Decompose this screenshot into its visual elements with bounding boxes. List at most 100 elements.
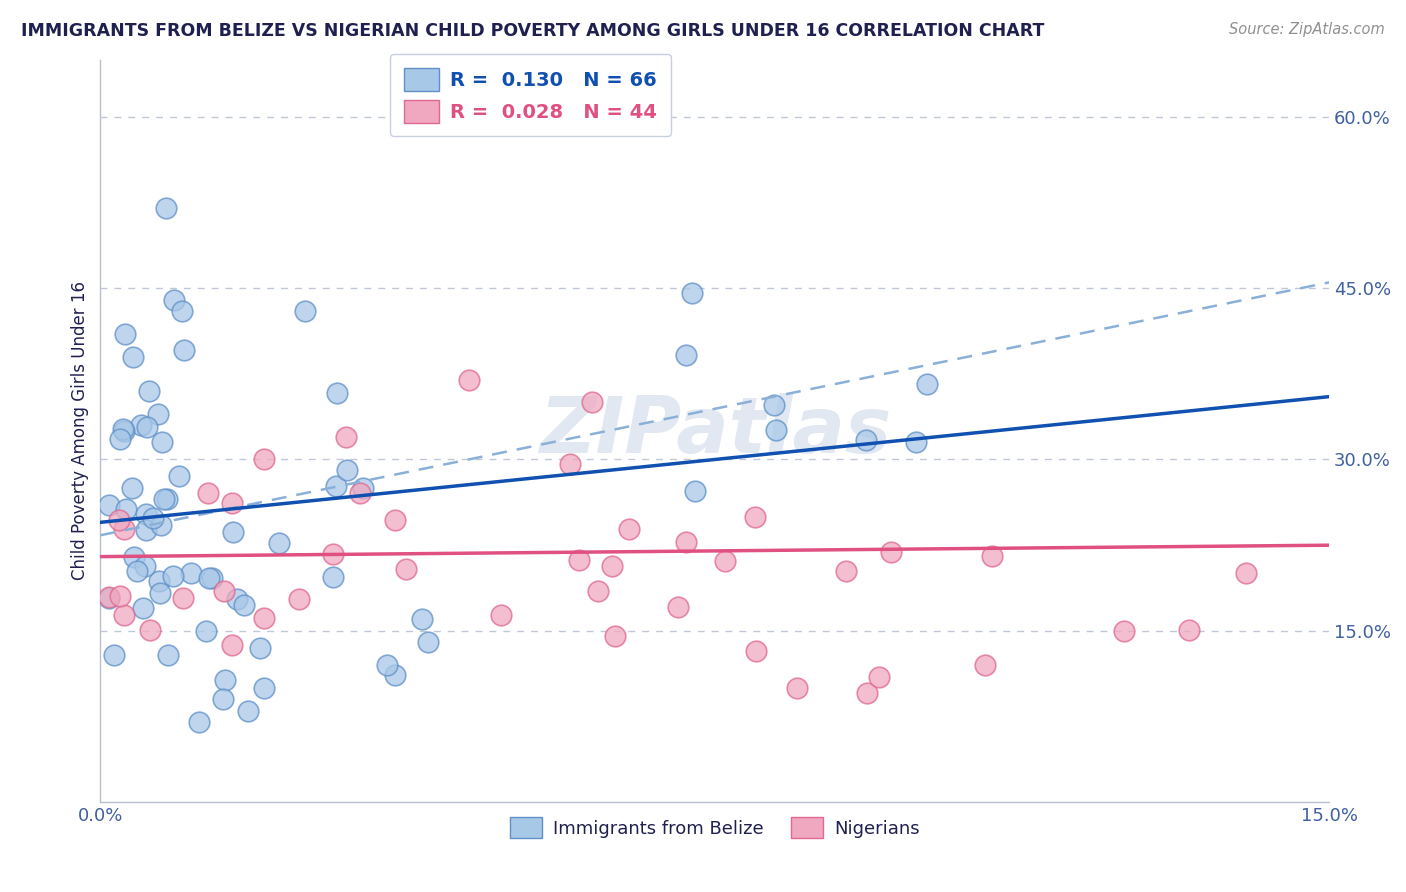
Point <box>114 326 136 341</box>
Point <box>600 558 623 573</box>
Point <box>221 496 243 510</box>
Point <box>666 599 689 614</box>
Point <box>568 552 591 566</box>
Point <box>162 569 184 583</box>
Text: IMMIGRANTS FROM BELIZE VS NIGERIAN CHILD POVERTY AMONG GIRLS UNDER 16 CORRELATIO: IMMIGRANTS FROM BELIZE VS NIGERIAN CHILD… <box>21 22 1045 40</box>
Point <box>135 507 157 521</box>
Point <box>153 491 176 506</box>
Point <box>233 599 256 613</box>
Point <box>411 612 433 626</box>
Point <box>131 418 153 433</box>
Y-axis label: Child Poverty Among Girls Under 16: Child Poverty Among Girls Under 16 <box>72 282 89 581</box>
Point <box>173 343 195 357</box>
Point <box>335 430 357 444</box>
Point <box>135 523 157 537</box>
Point <box>139 623 162 637</box>
Point <box>1114 624 1136 638</box>
Point <box>269 536 291 550</box>
Point <box>172 304 194 318</box>
Point <box>714 553 737 567</box>
Point <box>675 534 697 549</box>
Point <box>115 501 138 516</box>
Point <box>112 522 135 536</box>
Point <box>97 498 120 512</box>
Point <box>149 585 172 599</box>
Point <box>157 648 180 663</box>
Point <box>294 304 316 318</box>
Point <box>222 524 245 539</box>
Point <box>201 571 224 585</box>
Point <box>97 591 120 605</box>
Point <box>384 667 406 681</box>
Point <box>586 583 609 598</box>
Point <box>236 704 259 718</box>
Point <box>138 384 160 398</box>
Point <box>581 395 603 409</box>
Point <box>150 435 173 450</box>
Point <box>112 608 135 623</box>
Point <box>489 607 512 622</box>
Point <box>122 350 145 364</box>
Point <box>134 558 156 573</box>
Point <box>221 638 243 652</box>
Point <box>212 692 235 706</box>
Point <box>253 610 276 624</box>
Point <box>763 398 786 412</box>
Point <box>155 201 177 215</box>
Point <box>905 435 928 450</box>
Legend: Immigrants from Belize, Nigerians: Immigrants from Belize, Nigerians <box>502 810 927 846</box>
Point <box>136 420 159 434</box>
Point <box>322 570 344 584</box>
Point <box>523 87 546 101</box>
Point <box>325 479 347 493</box>
Point <box>685 484 707 499</box>
Point <box>855 686 877 700</box>
Point <box>395 562 418 576</box>
Point <box>352 481 374 495</box>
Point <box>180 566 202 580</box>
Point <box>194 624 217 638</box>
Point <box>1234 566 1257 580</box>
Point <box>108 432 131 446</box>
Point <box>198 571 221 585</box>
Point <box>560 457 582 471</box>
Point <box>603 629 626 643</box>
Point <box>148 574 170 588</box>
Point <box>744 644 766 658</box>
Point <box>681 285 703 300</box>
Point <box>765 424 787 438</box>
Point <box>187 715 209 730</box>
Point <box>336 463 359 477</box>
Point <box>880 545 903 559</box>
Point <box>915 377 938 392</box>
Point <box>868 670 890 684</box>
Point <box>974 658 997 673</box>
Point <box>146 407 169 421</box>
Point <box>375 658 398 673</box>
Point <box>288 591 311 606</box>
Point <box>121 481 143 495</box>
Point <box>834 564 856 578</box>
Point <box>619 522 641 536</box>
Point <box>108 513 131 527</box>
Point <box>349 486 371 500</box>
Point <box>110 589 132 603</box>
Point <box>156 491 179 506</box>
Text: ZIPatlas: ZIPatlas <box>538 393 891 469</box>
Point <box>103 648 125 663</box>
Point <box>122 549 145 564</box>
Point <box>325 385 347 400</box>
Point <box>163 293 186 307</box>
Point <box>142 511 165 525</box>
Point <box>458 372 481 386</box>
Point <box>981 549 1004 564</box>
Text: Source: ZipAtlas.com: Source: ZipAtlas.com <box>1229 22 1385 37</box>
Point <box>97 591 120 605</box>
Point <box>149 518 172 533</box>
Point <box>322 547 344 561</box>
Point <box>384 513 406 527</box>
Point <box>132 601 155 615</box>
Point <box>675 348 697 362</box>
Point <box>172 591 194 605</box>
Point <box>249 641 271 656</box>
